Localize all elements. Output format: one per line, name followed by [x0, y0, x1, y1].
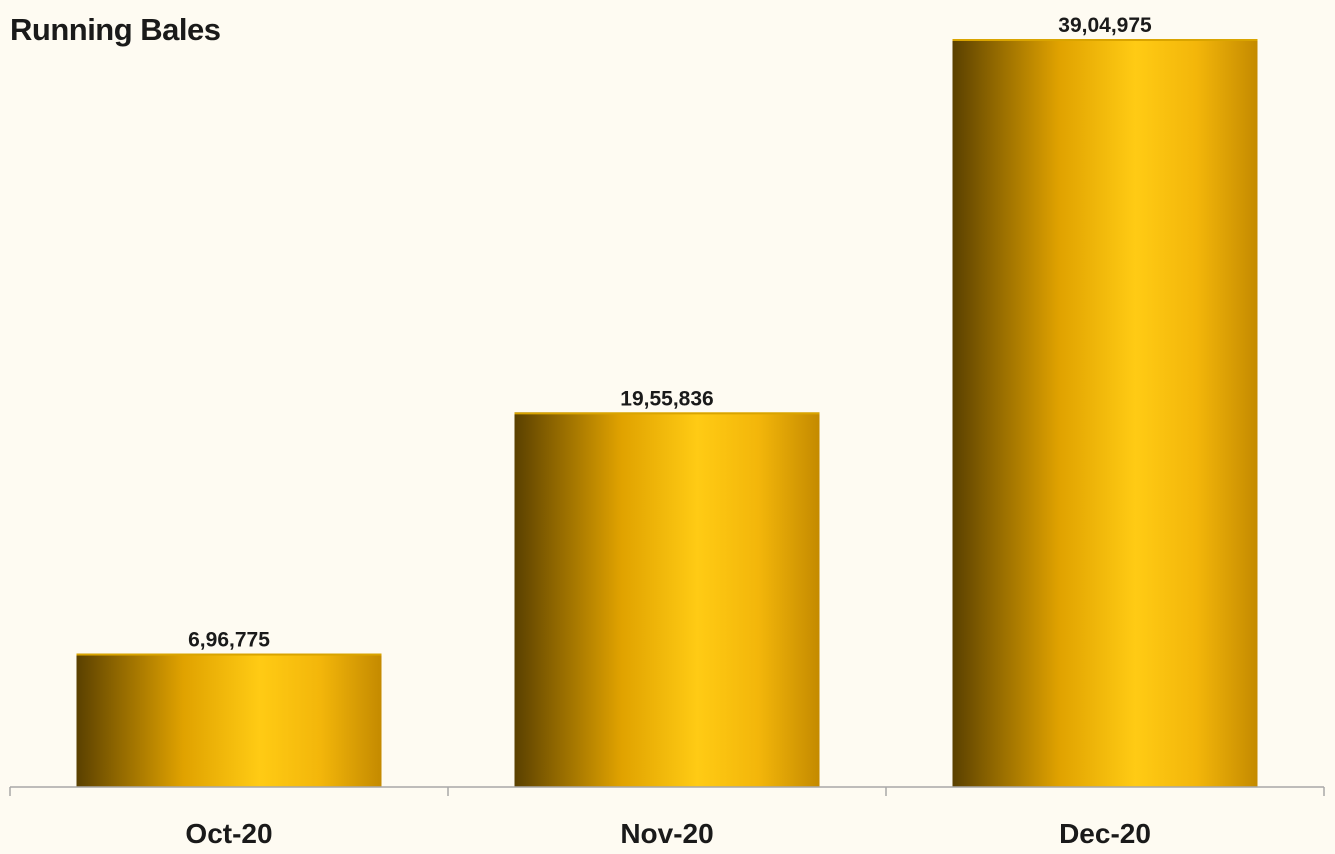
bars-group: [76, 39, 1258, 787]
chart-title: Running Bales: [10, 12, 221, 47]
bar-top-edge: [514, 412, 820, 415]
data-label: 6,96,775: [188, 629, 270, 652]
data-label: 19,55,836: [620, 387, 713, 410]
x-tick-label: Oct-20: [185, 818, 272, 849]
x-axis: [9, 786, 1325, 796]
data-label: 39,04,975: [1058, 14, 1152, 37]
x-tick-label: Nov-20: [620, 818, 713, 849]
bar-top-edge: [952, 39, 1258, 41]
bar-top-edge: [76, 653, 382, 656]
x-tick-label: Dec-20: [1059, 818, 1151, 849]
labels-group: 6,96,775 Oct-20 19,55,836 Nov-20 39,04,975 De…: [185, 14, 1152, 849]
bar-nov-20: [514, 412, 820, 787]
bar-dec-20: [952, 39, 1258, 787]
bar-oct-20: [76, 653, 382, 787]
